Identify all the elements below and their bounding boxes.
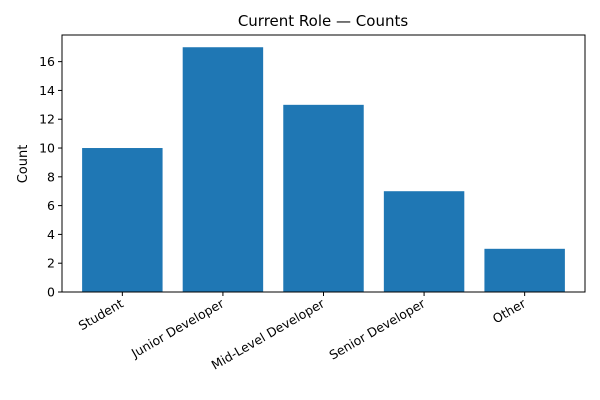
plot-frame [61, 34, 586, 293]
y-tick-label-2: 4 [47, 227, 55, 242]
bar-4 [484, 248, 565, 292]
bar-1 [182, 47, 264, 292]
x-tick-label-4: Other [490, 295, 529, 326]
bar-0 [82, 148, 163, 292]
y-tick-label-5: 10 [39, 141, 55, 156]
y-tick-label-3: 6 [47, 198, 55, 213]
y-tick-label-6: 12 [39, 112, 55, 127]
y-tick-label-8: 16 [39, 54, 55, 69]
y-tick-label-0: 0 [47, 285, 55, 300]
x-tick-label-1: Junior Developer [128, 295, 227, 361]
bar-3 [383, 191, 465, 292]
x-tick-label-3: Senior Developer [326, 295, 428, 362]
bar-2 [283, 104, 364, 292]
chart-title: Current Role — Counts [238, 12, 409, 30]
y-axis: 0 2 4 6 8 10 12 14 16 [39, 54, 62, 300]
x-tick-label-0: Student [76, 296, 126, 334]
y-tick-label-7: 14 [39, 83, 55, 98]
y-axis-label: Count [16, 145, 31, 184]
y-tick-label-4: 8 [47, 169, 55, 184]
y-tick-label-1: 2 [47, 256, 55, 271]
bars-group [82, 47, 565, 292]
x-tick-label-2: Mid-Level Developer [209, 295, 328, 372]
